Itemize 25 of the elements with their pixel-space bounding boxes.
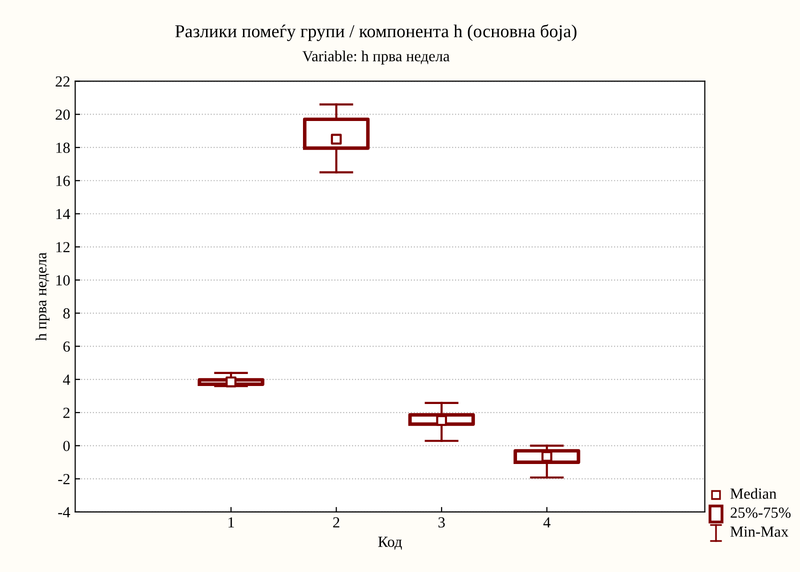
x-axis-title: Код <box>378 536 402 550</box>
y-tick-label: 18 <box>56 142 70 153</box>
y-tick-label: -4 <box>58 507 70 518</box>
y-tick-label: 2 <box>63 408 70 418</box>
x-tick-label: 2 <box>333 517 340 528</box>
y-tick-label: 6 <box>63 341 70 352</box>
y-tick-label: 14 <box>56 208 70 220</box>
y-axis-title: h прва недела <box>36 252 50 341</box>
y-tick-label: 22 <box>56 76 70 87</box>
y-tick-label: 20 <box>56 109 70 120</box>
y-tick-label: 4 <box>63 374 70 385</box>
text: 25%-75% <box>730 508 791 518</box>
x-tick-label: 4 <box>543 517 550 528</box>
chart-subtitle: Variable: h прва недела <box>302 50 450 64</box>
x-tick-label: 1 <box>228 517 234 528</box>
text: Median <box>730 488 776 499</box>
y-tick-label: 10 <box>56 275 70 286</box>
y-tick-label: 8 <box>63 308 70 319</box>
y-tick-label: 12 <box>56 242 70 252</box>
chart-title: Разлики помеѓу групи / компонента h (основна боја) <box>175 24 576 42</box>
y-tick-label: 0 <box>63 440 70 452</box>
y-tick-label: -2 <box>58 474 70 484</box>
x-tick-label: 3 <box>438 517 445 528</box>
y-tick-label: 16 <box>56 176 70 186</box>
text: Min-Max <box>730 526 788 537</box>
